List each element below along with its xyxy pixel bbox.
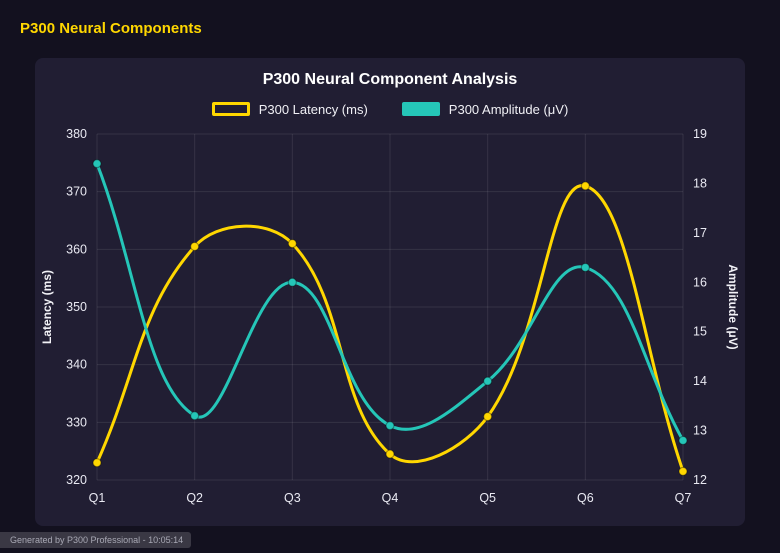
generated-by-footer: Generated by P300 Professional - 10:05:1… [0,532,192,548]
svg-text:13: 13 [693,424,707,438]
chart-canvas: 320 330 340 350 360 370 380 12 13 14 15 16 17 18 19 Q1 Q… [40,127,740,505]
chart-title: P300 Neural Component Analysis [262,71,518,88]
chart-panel: P300 Neural Component Analysis P300 Late… [35,58,745,526]
svg-text:Q1: Q1 [89,491,106,505]
legend-item-latency[interactable]: P300 Latency (ms) [211,101,368,117]
svg-text:15: 15 [693,325,707,339]
latency-swatch-icon [211,102,250,116]
legend-item-amplitude[interactable]: P300 Amplitude (μV) [401,101,569,117]
svg-text:330: 330 [66,415,87,429]
amplitude-swatch-icon [401,102,440,116]
svg-text:18: 18 [693,176,707,190]
legend-label: P300 Latency (ms) [258,101,368,117]
svg-text:Q3: Q3 [284,491,301,505]
svg-text:340: 340 [66,358,87,372]
svg-text:380: 380 [66,127,87,141]
svg-text:Q2: Q2 [186,491,203,505]
svg-text:370: 370 [66,185,87,199]
svg-text:350: 350 [66,300,87,314]
svg-text:Latency (ms): Latency (ms) [40,270,54,344]
legend-label: P300 Amplitude (μV) [448,101,569,117]
svg-text:12: 12 [693,473,707,487]
svg-text:14: 14 [693,374,707,388]
svg-text:17: 17 [693,226,707,240]
svg-text:16: 16 [693,275,707,289]
svg-text:Q7: Q7 [675,491,692,505]
page-title: P300 Neural Components [20,20,202,37]
svg-text:Q4: Q4 [382,491,399,505]
svg-text:Amplitude (μV): Amplitude (μV) [726,264,740,349]
chart-area: 320 330 340 350 360 370 380 12 13 14 15 16 17 18 19 Q1 Q… [35,124,745,522]
svg-text:19: 19 [693,127,707,141]
chart-legend: P300 Latency (ms) P300 Amplitude (μV) [35,98,745,120]
svg-text:Q5: Q5 [479,491,496,505]
svg-text:Q6: Q6 [577,491,594,505]
svg-text:360: 360 [66,242,87,256]
svg-text:320: 320 [66,473,87,487]
